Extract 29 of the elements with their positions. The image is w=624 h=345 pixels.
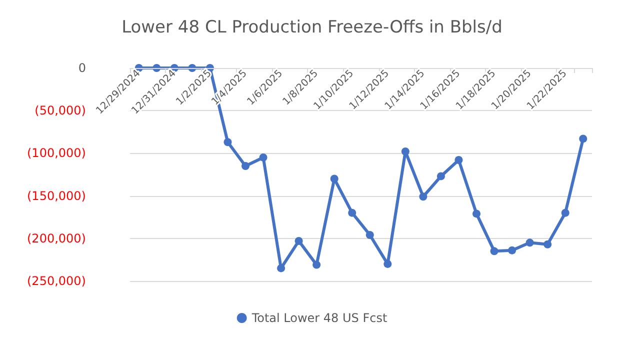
- point: [384, 260, 392, 268]
- point: [561, 208, 570, 217]
- y-tick-label: (100,000): [27, 146, 86, 160]
- point: [436, 172, 445, 180]
- point: [419, 192, 428, 201]
- y-tick-label: (150,000): [27, 188, 86, 203]
- point: [294, 236, 303, 245]
- y-tick-label: 0: [78, 61, 86, 75]
- point: [277, 264, 286, 272]
- point: [312, 260, 321, 269]
- point: [526, 238, 534, 247]
- point: [348, 208, 356, 217]
- legend-label: Total Lower 48 US Fcst: [250, 311, 388, 325]
- point: [490, 247, 498, 256]
- point: [401, 148, 410, 156]
- point: [224, 138, 232, 146]
- point: [330, 174, 338, 183]
- point: [454, 156, 463, 164]
- y-tick-label: (50,000): [34, 104, 86, 118]
- point: [259, 153, 268, 162]
- point: [508, 246, 516, 254]
- point: [242, 162, 250, 170]
- y-tick-label: (250,000): [27, 274, 86, 288]
- chart-title: Lower 48 CL Production Freeze-Offs in Bbls/d: [122, 18, 502, 38]
- point: [579, 134, 588, 143]
- point: [472, 210, 480, 218]
- point: [544, 240, 552, 248]
- y-tick-label: (200,000): [27, 231, 86, 246]
- point: [366, 230, 374, 239]
